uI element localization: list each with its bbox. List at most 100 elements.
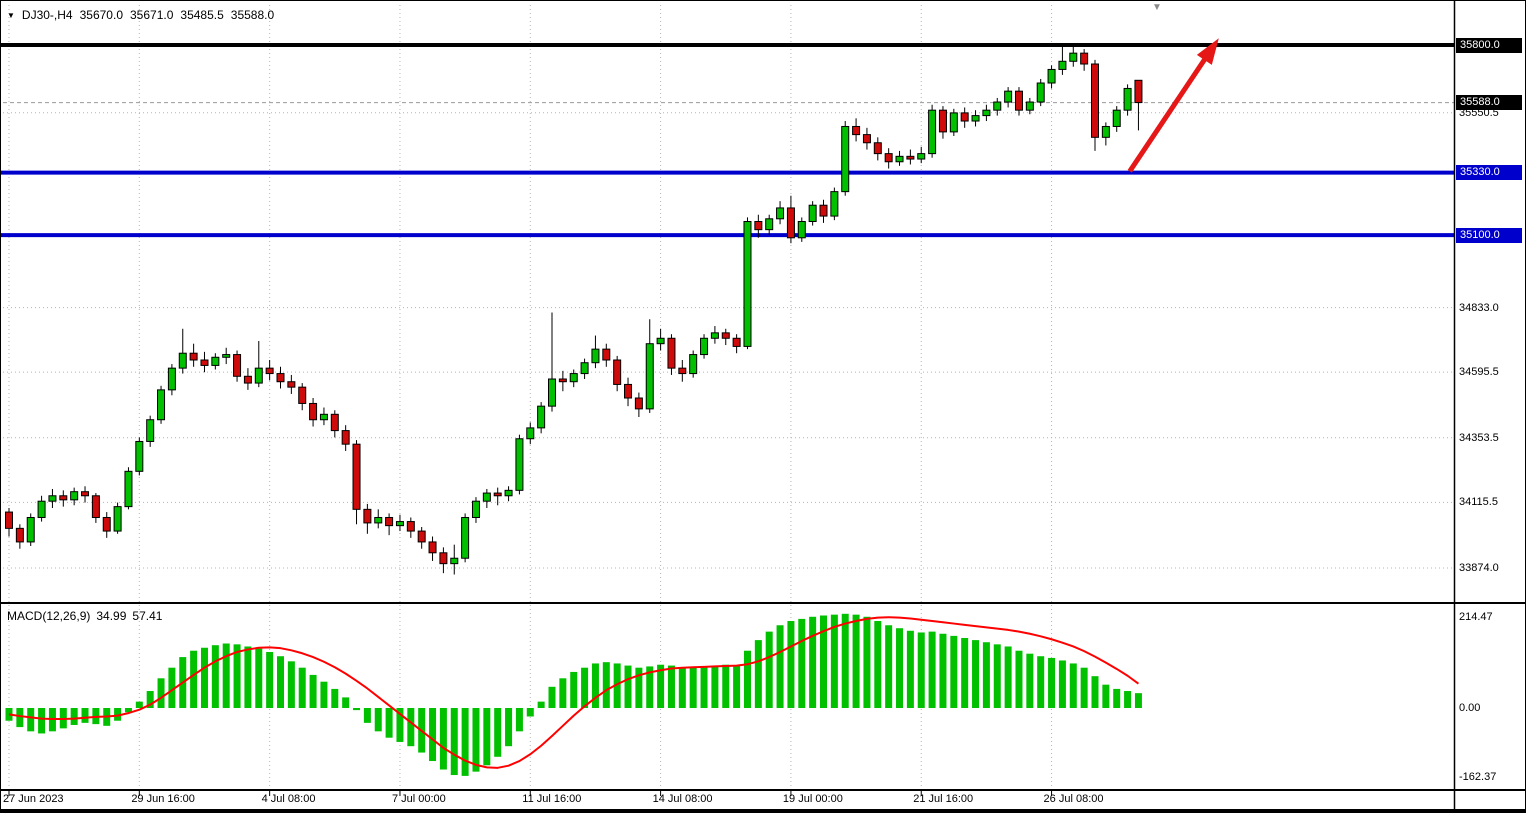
macd-histogram-bar bbox=[657, 664, 665, 708]
candle-body-up bbox=[482, 492, 491, 502]
macd-histogram-bar bbox=[200, 647, 208, 708]
time-axis-label: 11 Jul 16:00 bbox=[522, 793, 582, 805]
macd-histogram-bar bbox=[548, 686, 556, 708]
price-axis[interactable]: 35800.0 35588.0 35550.5 35330.0 35100.0 34833… bbox=[1455, 1, 1525, 602]
candle-body-up bbox=[254, 367, 263, 384]
macd-histogram-bar bbox=[852, 614, 860, 708]
candle-body-down bbox=[91, 495, 100, 518]
macd-histogram-bar bbox=[309, 674, 317, 708]
macd-histogram-bar bbox=[667, 665, 675, 708]
macd-histogram-bar bbox=[1015, 650, 1023, 708]
macd-histogram-bar bbox=[830, 614, 838, 708]
candle-body-up bbox=[113, 506, 122, 532]
candle-body-up bbox=[645, 343, 654, 410]
macd-histogram-bar bbox=[81, 708, 89, 723]
candle-body-down bbox=[352, 443, 361, 510]
bottom-bar bbox=[1, 809, 1525, 812]
candle-body-down bbox=[558, 378, 567, 383]
candle-body-up bbox=[1047, 68, 1056, 84]
candle-body-up bbox=[743, 221, 752, 347]
macd-histogram-bar bbox=[1037, 656, 1045, 708]
macd-histogram-bar bbox=[1048, 657, 1056, 708]
macd-histogram-bar bbox=[374, 708, 382, 732]
macd-histogram-bar bbox=[906, 630, 914, 708]
macd-histogram-bar bbox=[244, 646, 252, 708]
macd-histogram-bar bbox=[70, 708, 78, 725]
candle-body-up bbox=[700, 337, 709, 356]
candle-body-down bbox=[200, 359, 209, 366]
candle-body-up bbox=[374, 516, 383, 524]
macd-histogram-bar bbox=[711, 665, 719, 708]
candle-body-up bbox=[917, 153, 926, 160]
time-axis[interactable]: 27 Jun 2023 29 Jun 16:00 4 Jul 08:00 7 Jul … bbox=[1, 792, 1454, 809]
candle-body-up bbox=[993, 101, 1002, 111]
trend-arrow-annotation[interactable] bbox=[1127, 38, 1219, 173]
ohlc-close-value: 35588.0 bbox=[230, 8, 275, 22]
macd-histogram-bar bbox=[896, 628, 904, 708]
time-axis-label: 27 Jun 2023 bbox=[3, 793, 64, 805]
macd-histogram-bar bbox=[472, 708, 480, 772]
time-axis-label: 19 Jul 00:00 bbox=[782, 793, 843, 805]
candle-body-down bbox=[298, 386, 307, 404]
candle-body-up bbox=[537, 405, 546, 429]
macd-histogram-bar bbox=[972, 640, 980, 708]
macd-histogram-bar bbox=[287, 661, 295, 708]
candle-body-up bbox=[710, 332, 719, 339]
indicator-axis[interactable]: 214.47 0.00 -162.37 bbox=[1455, 606, 1525, 789]
candle-body-down bbox=[624, 383, 633, 399]
candle-body-down bbox=[667, 337, 676, 369]
macd-histogram-bar bbox=[515, 708, 523, 732]
price-level-label: 35588.0 bbox=[1456, 95, 1522, 111]
candle-body-down bbox=[754, 221, 763, 231]
candle-body-up bbox=[1025, 101, 1034, 111]
candle-body-down bbox=[243, 375, 252, 384]
candle-body-down bbox=[439, 552, 448, 565]
time-axis-label: 26 Jul 08:00 bbox=[1043, 793, 1104, 805]
candle-body-up bbox=[830, 191, 839, 217]
macd-histogram-bar bbox=[483, 708, 491, 766]
scroll-to-end-icon[interactable]: ▼ bbox=[1152, 2, 1162, 13]
trend-arrow-head[interactable] bbox=[1196, 38, 1219, 65]
macd-histogram-bar bbox=[743, 650, 751, 708]
candle-body-up bbox=[928, 109, 937, 155]
macd-histogram-bar bbox=[559, 678, 567, 708]
candle-body-up bbox=[776, 207, 785, 220]
chart-marker-icon[interactable]: ▼ bbox=[7, 11, 15, 20]
macd-histogram-bar bbox=[581, 667, 589, 708]
candle-body-down bbox=[15, 527, 24, 543]
macd-histogram-bar bbox=[407, 708, 415, 747]
macd-signal-line bbox=[8, 616, 1140, 769]
candle-body-up bbox=[1036, 82, 1045, 103]
macd-histogram-bar bbox=[613, 663, 621, 708]
price-level-label: 35100.0 bbox=[1456, 227, 1522, 243]
candle-body-down bbox=[428, 541, 437, 554]
candle-body-up bbox=[319, 413, 328, 421]
candle-body-up bbox=[591, 348, 600, 364]
macd-histogram-bar bbox=[961, 637, 969, 708]
macd-histogram-bar bbox=[439, 708, 447, 770]
macd-histogram-bar bbox=[1026, 653, 1034, 708]
candle-body-down bbox=[634, 397, 643, 410]
indicator-header: MACD(12,26,9) 34.99 57.41 bbox=[7, 609, 168, 623]
candle-body-down bbox=[189, 352, 198, 361]
macd-indicator bbox=[5, 613, 1142, 776]
candle-body-down bbox=[1091, 63, 1099, 138]
candle-body-up bbox=[569, 373, 578, 383]
macd-histogram-bar bbox=[146, 691, 154, 708]
indicator-name-label: MACD(12,26,9) bbox=[7, 609, 91, 623]
candle-body-down bbox=[602, 348, 611, 361]
level-lines bbox=[1, 43, 1454, 238]
trend-arrow-shaft[interactable] bbox=[1127, 53, 1210, 173]
candle-body-up bbox=[580, 362, 589, 375]
macd-histogram-bar bbox=[233, 644, 241, 708]
candle-body-down bbox=[406, 521, 415, 532]
macd-histogram-bar bbox=[396, 708, 404, 742]
candle-body-up bbox=[461, 516, 470, 559]
price-axis-label: 34115.5 bbox=[1459, 496, 1498, 509]
macd-histogram-bar bbox=[1004, 646, 1012, 708]
candle-body-down bbox=[363, 508, 372, 524]
macd-histogram-bar bbox=[537, 701, 545, 708]
macd-histogram-bar bbox=[1091, 676, 1099, 708]
